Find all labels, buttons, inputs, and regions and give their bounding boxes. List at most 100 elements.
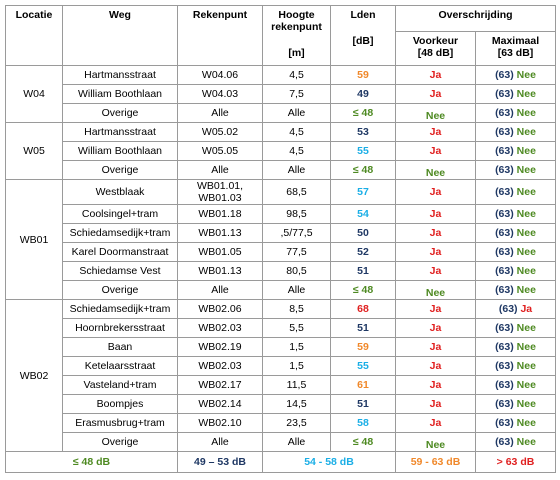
weg-cell: Vasteland+tram xyxy=(62,375,178,395)
header-row: Locatie Weg Rekenpunt Hoogte rekenpunt [m] Ld… xyxy=(5,5,557,66)
maximaal-verdict: Nee xyxy=(516,126,536,138)
weg-cell: Coolsingel+tram xyxy=(62,204,178,224)
rekenpunt-cell: Alle xyxy=(177,103,263,123)
rekenpunt-cell: Alle xyxy=(177,160,263,180)
maximaal-limit: (63) xyxy=(495,360,514,372)
lden-cell: 68 xyxy=(330,299,396,319)
maximaal-verdict: Nee xyxy=(516,284,536,296)
data-row: Boompjes WB02.14 14,5 51 Ja (63) Nee xyxy=(6,394,557,414)
maximaal-cell: (63) Ja xyxy=(474,299,557,319)
data-row: Baan WB02.19 1,5 59 Ja (63) Nee xyxy=(6,337,557,357)
maximaal-verdict: Nee xyxy=(516,69,536,81)
maximaal-verdict: Nee xyxy=(516,417,536,429)
maximaal-limit: (63) xyxy=(495,107,514,119)
maximaal-cell: (63) Nee xyxy=(474,65,557,85)
weg-cell: Westblaak xyxy=(62,179,178,205)
header-label: Voorkeur xyxy=(412,35,459,47)
maximaal-limit: (63) xyxy=(495,341,514,353)
header-cell: Maximaal [63 dB] xyxy=(474,31,557,66)
maximaal-limit: (63) xyxy=(495,417,514,429)
lden-cell: 50 xyxy=(330,223,396,243)
data-row: WB01 Westblaak WB01.01, WB01.03 68,5 57 Ja (63… xyxy=(5,179,557,300)
voorkeur-cell: Ja xyxy=(395,65,476,85)
maximaal-limit: (63) xyxy=(495,398,514,410)
rekenpunt-cell: W04.03 xyxy=(177,84,263,104)
weg-cell: Boompjes xyxy=(62,394,178,414)
voorkeur-cell: Ja xyxy=(395,122,476,142)
rekenpunt-cell: WB02.06 xyxy=(177,299,263,319)
data-row: Erasmusbrug+tram WB02.10 23,5 58 Ja (63) Nee xyxy=(6,413,557,433)
hoogte-cell: 1,5 xyxy=(262,337,331,357)
legend-item: 59 - 63 dB xyxy=(395,451,476,473)
maximaal-verdict: Nee xyxy=(516,107,536,119)
data-row: Overige Alle Alle ≤ 48 Nee (63) Nee xyxy=(6,103,557,123)
maximaal-limit: (63) xyxy=(495,436,514,448)
hoogte-cell: 4,5 xyxy=(262,141,331,161)
hoogte-cell: 68,5 xyxy=(262,179,331,205)
lden-cell: ≤ 48 xyxy=(330,280,396,300)
weg-cell: Overige xyxy=(62,280,178,300)
maximaal-verdict: Nee xyxy=(516,360,536,372)
hoogte-cell: 8,5 xyxy=(262,299,331,319)
weg-cell: Schiedamsedijk+tram xyxy=(62,223,178,243)
data-row: Karel Doormanstraat WB01.05 77,5 52 Ja (63) N… xyxy=(6,242,557,262)
lden-cell: 51 xyxy=(330,318,396,338)
voorkeur-cell: Ja xyxy=(395,261,476,281)
header-cell: Voorkeur [48 dB] xyxy=(395,31,476,66)
maximaal-limit: (63) xyxy=(495,145,514,157)
rekenpunt-cell: WB01.05 xyxy=(177,242,263,262)
maximaal-cell: (63) Nee xyxy=(474,413,557,433)
maximaal-verdict: Nee xyxy=(516,186,536,198)
legend-item: ≤ 48 dB xyxy=(5,451,178,473)
voorkeur-cell: Ja xyxy=(395,394,476,414)
lden-cell: ≤ 48 xyxy=(330,160,396,180)
maximaal-cell: (63) Nee xyxy=(474,337,557,357)
locatie-cell: W04 xyxy=(5,65,63,123)
maximaal-limit: (63) xyxy=(495,322,514,334)
hoogte-cell: 14,5 xyxy=(262,394,331,414)
lden-cell: 55 xyxy=(330,356,396,376)
maximaal-cell: (63) Nee xyxy=(474,280,557,300)
locatie-cell: WB02 xyxy=(5,299,63,452)
hoogte-cell: 77,5 xyxy=(262,242,331,262)
data-row: Vasteland+tram WB02.17 11,5 61 Ja (63) Nee xyxy=(6,375,557,395)
data-row: William Boothlaan W04.03 7,5 49 Ja (63) Nee xyxy=(6,84,557,104)
data-row: Overige Alle Alle ≤ 48 Nee (63) Nee xyxy=(6,160,557,180)
maximaal-verdict: Nee xyxy=(516,246,536,258)
maximaal-verdict: Nee xyxy=(516,164,536,176)
rekenpunt-cell: WB01.01, WB01.03 xyxy=(177,179,263,205)
rekenpunt-cell: WB02.10 xyxy=(177,413,263,433)
data-row: Schiedamsedijk+tram WB01.13,5/77,5 50 Ja (63… xyxy=(6,223,557,243)
weg-cell: Ketelaarsstraat xyxy=(62,356,178,376)
hoogte-cell: 4,5 xyxy=(262,122,331,142)
maximaal-verdict: Nee xyxy=(516,341,536,353)
maximaal-limit: (63) xyxy=(495,379,514,391)
maximaal-limit: (63) xyxy=(495,88,514,100)
header-cell: Locatie xyxy=(5,5,63,66)
header-unit: [63 dB] xyxy=(497,47,534,59)
hoogte-cell: Alle xyxy=(262,432,331,452)
data-row: Hoornbrekersstraat WB02.03 5,5 51 Ja (63) Nee xyxy=(6,318,557,338)
maximaal-limit: (63) xyxy=(498,303,518,315)
voorkeur-cell: Nee xyxy=(395,280,476,300)
weg-cell: Hoornbrekersstraat xyxy=(62,318,178,338)
weg-cell: Overige xyxy=(62,160,178,180)
maximaal-cell: (63) Nee xyxy=(474,242,557,262)
hoogte-cell: ,5/77,5 xyxy=(262,223,331,243)
lden-cell: 52 xyxy=(330,242,396,262)
hoogte-cell: 5,5 xyxy=(262,318,331,338)
voorkeur-cell: Nee xyxy=(395,103,476,123)
voorkeur-cell: Ja xyxy=(395,356,476,376)
legend-item: 49 – 53 dB xyxy=(177,451,263,473)
maximaal-limit: (63) xyxy=(495,186,514,198)
locatie-cell: W05 xyxy=(5,122,63,180)
maximaal-verdict: Nee xyxy=(516,145,536,157)
maximaal-verdict: Nee xyxy=(516,379,536,391)
header-cell: Overschrijding xyxy=(394,5,557,32)
weg-cell: Schiedamsedijk+tram xyxy=(62,299,178,319)
lden-cell: 58 xyxy=(330,413,396,433)
weg-cell: Erasmusbrug+tram xyxy=(62,413,178,433)
weg-cell: Overige xyxy=(62,103,178,123)
data-row: Ketelaarsstraat WB02.03 1,5 55 Ja (63) Nee xyxy=(6,356,557,376)
